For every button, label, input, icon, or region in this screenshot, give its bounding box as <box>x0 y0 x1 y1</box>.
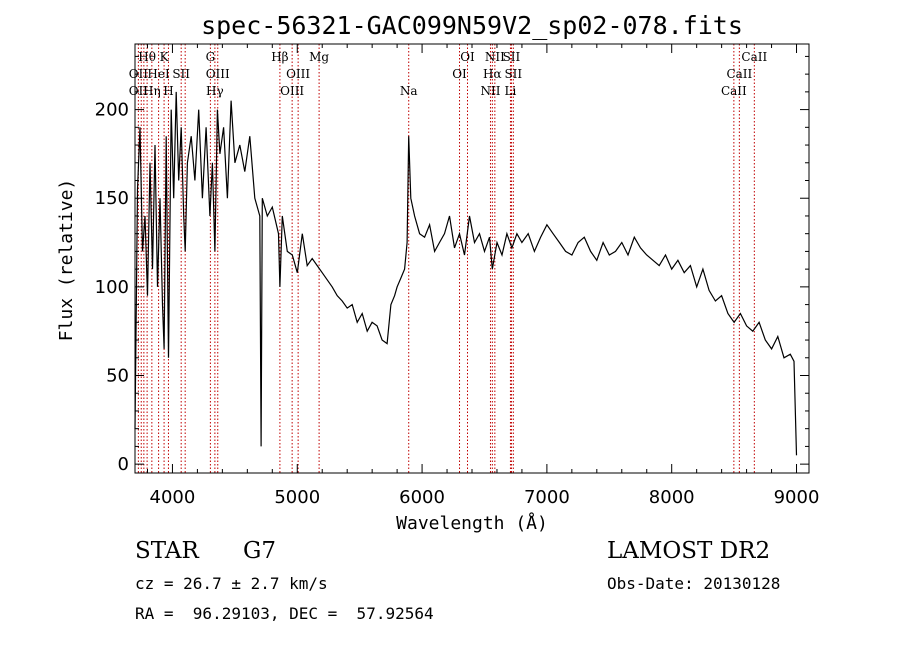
line-label: CaII <box>741 50 767 64</box>
line-label: OI <box>460 50 475 64</box>
y-tick-label: 150 <box>95 188 129 209</box>
line-label: NII <box>480 84 500 98</box>
x-tick-label: 7000 <box>524 487 570 508</box>
line-label: OII <box>129 84 149 98</box>
line-label: OIII <box>286 67 310 81</box>
line-label: SII <box>504 67 522 81</box>
emission-line-markers <box>137 44 755 473</box>
y-tick-label: 0 <box>118 454 129 475</box>
line-label: G <box>206 50 216 64</box>
line-label: CaII <box>721 84 747 98</box>
spectrum-series-line <box>134 91 798 456</box>
y-tick-label: 200 <box>95 100 129 121</box>
x-axis-label: Wavelength (Å) <box>396 512 548 534</box>
line-label: HeI <box>147 67 170 81</box>
object-type: STAR <box>135 538 199 564</box>
x-tick-label: 4000 <box>150 487 196 508</box>
x-tick-label: 6000 <box>399 487 445 508</box>
line-label: H <box>163 84 173 98</box>
line-label: Mg <box>309 50 329 64</box>
y-tick-label: 50 <box>106 366 129 387</box>
x-tick-label: 9000 <box>774 487 820 508</box>
x-tick-label: 5000 <box>274 487 320 508</box>
line-label: Hα <box>483 67 502 81</box>
line-label: Li <box>505 84 517 98</box>
line-label: OIII <box>280 84 304 98</box>
plot-frame <box>134 43 810 474</box>
y-axis-ticks: 0 50 100 150 200 <box>95 55 809 475</box>
line-label: Hβ <box>271 50 288 64</box>
line-label: K <box>160 50 170 64</box>
y-tick-label: 100 <box>95 277 129 298</box>
line-label: OI <box>452 67 467 81</box>
line-label: NII <box>485 50 505 64</box>
line-label: Hγ <box>206 84 224 98</box>
observation-date: Obs-Date: 20130128 <box>607 574 781 593</box>
survey-name: LAMOST DR2 <box>607 538 771 564</box>
line-label: OIII <box>206 67 230 81</box>
line-label: Hθ <box>138 50 156 64</box>
x-axis-ticks: 4000 5000 6000 7000 8000 9000 <box>146 44 820 508</box>
line-label: SII <box>503 50 521 64</box>
line-label: CaII <box>726 67 752 81</box>
line-label: SII <box>172 67 190 81</box>
redshift-velocity: cz = 26.7 ± 2.7 km/s <box>135 574 328 593</box>
spectral-subclass: G7 <box>243 538 277 564</box>
spectrum-chart: spec-56321-GAC099N59V2_sp02-078.fits Hθ O… <box>56 11 820 534</box>
sky-coordinates: RA = 96.29103, DEC = 57.92564 <box>135 604 434 623</box>
y-axis-label: Flux (relative) <box>56 179 77 342</box>
spectral-line-labels: HθOIIOIIHηKHeIHSIIGOIIIHγHβOIIIOIIIMgNaO… <box>129 50 768 98</box>
line-label: Na <box>400 84 418 98</box>
chart-title: spec-56321-GAC099N59V2_sp02-078.fits <box>201 11 743 40</box>
x-tick-label: 8000 <box>649 487 695 508</box>
line-label: Hη <box>143 84 161 98</box>
